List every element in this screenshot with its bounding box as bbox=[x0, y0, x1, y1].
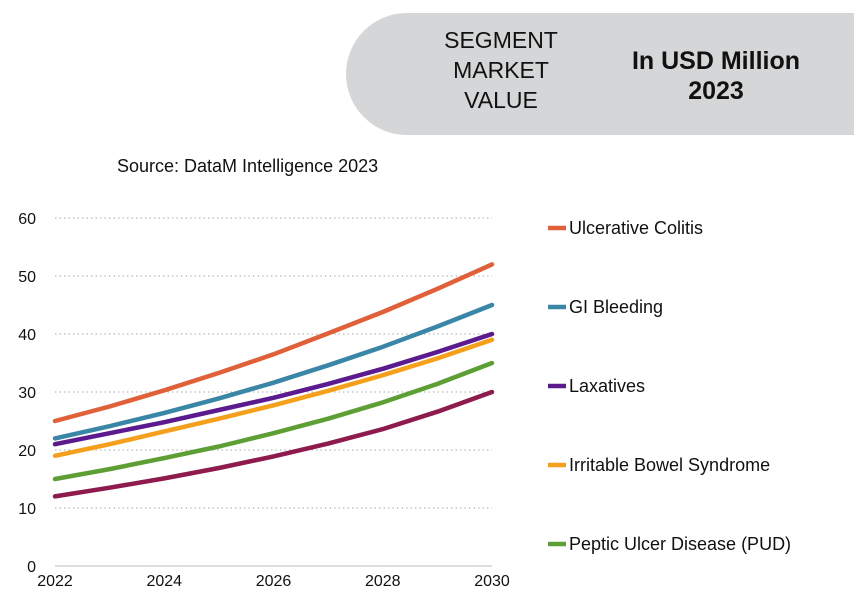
banner-right-line: 2023 bbox=[688, 77, 744, 105]
x-tick-label: 2024 bbox=[146, 573, 182, 590]
banner-left-line: MARKET bbox=[453, 57, 549, 83]
source-label: Source: DataM Intelligence 2023 bbox=[117, 156, 379, 176]
segment-market-value-label: SEGMENT MARKET VALUE bbox=[421, 25, 581, 115]
banner-left-line: SEGMENT bbox=[444, 27, 558, 53]
y-tick-label: 20 bbox=[18, 443, 36, 460]
unit-label: In USD Million 2023 bbox=[608, 46, 824, 106]
y-tick-label: 60 bbox=[18, 211, 36, 228]
series-line bbox=[52, 337, 495, 459]
x-tick-label: 2028 bbox=[365, 573, 401, 590]
x-tick-label: 2022 bbox=[37, 573, 73, 590]
legend-label: Laxatives bbox=[569, 376, 645, 396]
series-line bbox=[52, 262, 495, 424]
segment-banner: SEGMENT MARKET VALUE In USD Million 2023 bbox=[346, 13, 854, 135]
series-line bbox=[52, 302, 495, 441]
y-tick-label: 10 bbox=[18, 501, 36, 518]
banner-left-line: VALUE bbox=[464, 87, 538, 113]
series-line bbox=[52, 360, 495, 482]
legend-label: GI Bleeding bbox=[569, 297, 663, 317]
x-tick-label: 2026 bbox=[256, 573, 292, 590]
y-tick-label: 30 bbox=[18, 385, 36, 402]
y-tick-label: 0 bbox=[27, 559, 36, 576]
legend-label: Irritable Bowel Syndrome bbox=[569, 455, 770, 475]
legend-label: Ulcerative Colitis bbox=[569, 218, 703, 238]
y-tick-label: 50 bbox=[18, 269, 36, 286]
series-line bbox=[52, 389, 495, 499]
banner-right-line: In USD Million bbox=[631, 47, 801, 75]
legend-label: Peptic Ulcer Disease (PUD) bbox=[569, 534, 791, 554]
x-tick-label: 2030 bbox=[474, 573, 510, 590]
series-line bbox=[52, 331, 495, 447]
y-tick-label: 40 bbox=[18, 327, 36, 344]
